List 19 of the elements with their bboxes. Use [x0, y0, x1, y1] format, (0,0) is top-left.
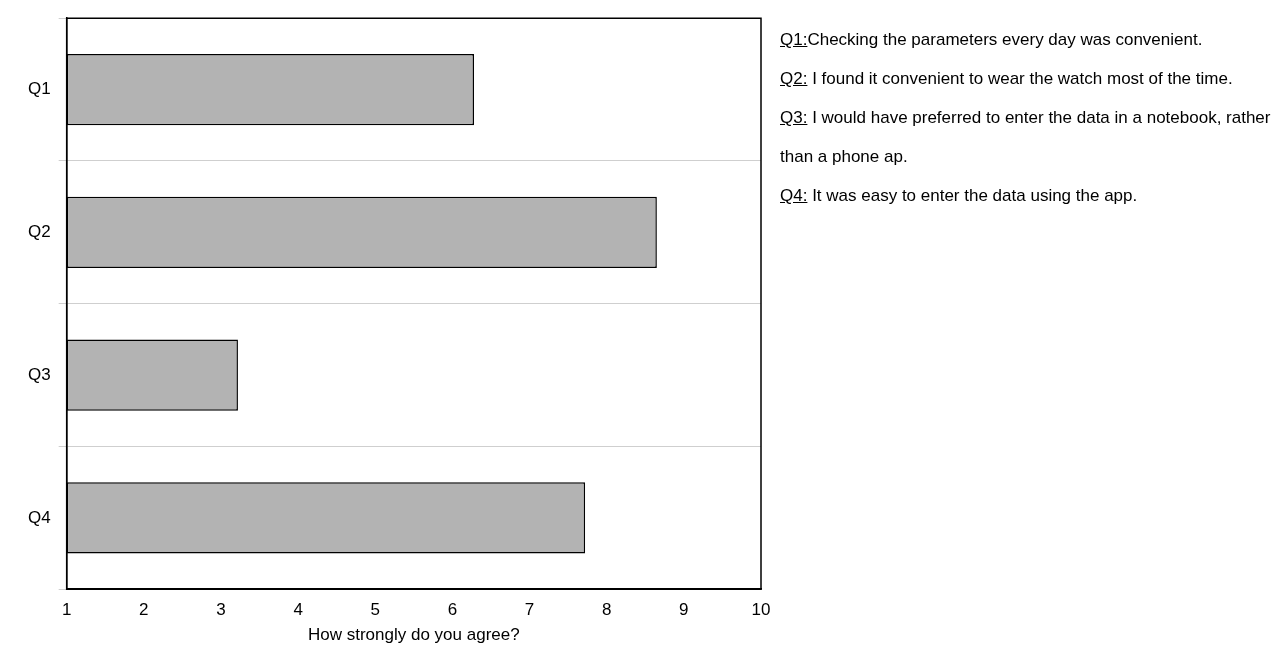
y-tick-label: Q2: [27, 222, 51, 242]
y-tick-label: Q4: [27, 507, 51, 527]
x-tick-label: 10: [751, 600, 771, 620]
x-tick-label: 1: [61, 600, 72, 620]
y-tick-label: Q3: [27, 364, 51, 384]
text: Q2: I found it convenient to wear the watch most of the time.: [780, 69, 1233, 88]
x-tick-label: 5: [370, 600, 380, 620]
x-tick-label: 9: [679, 600, 689, 620]
x-tick-label: 4: [293, 600, 303, 620]
x-tick-label: 7: [524, 600, 535, 620]
text: Q3: I would have preferred to enter the data in a notebook, rather than a phone ap.: [780, 108, 1271, 166]
x-tick-label: 3: [216, 600, 226, 620]
x-tick-label: 2: [139, 600, 149, 620]
text: Q4: It was easy to enter the data using the app.: [780, 186, 1138, 205]
x-axis-title: How strongly do you agree?: [308, 625, 520, 645]
y-tick-label: Q1: [27, 79, 51, 99]
x-tick-label: 6: [447, 600, 458, 620]
text: Q1:Checking the parameters every day was convenient.: [780, 30, 1203, 49]
x-tick-label: 8: [601, 600, 612, 620]
